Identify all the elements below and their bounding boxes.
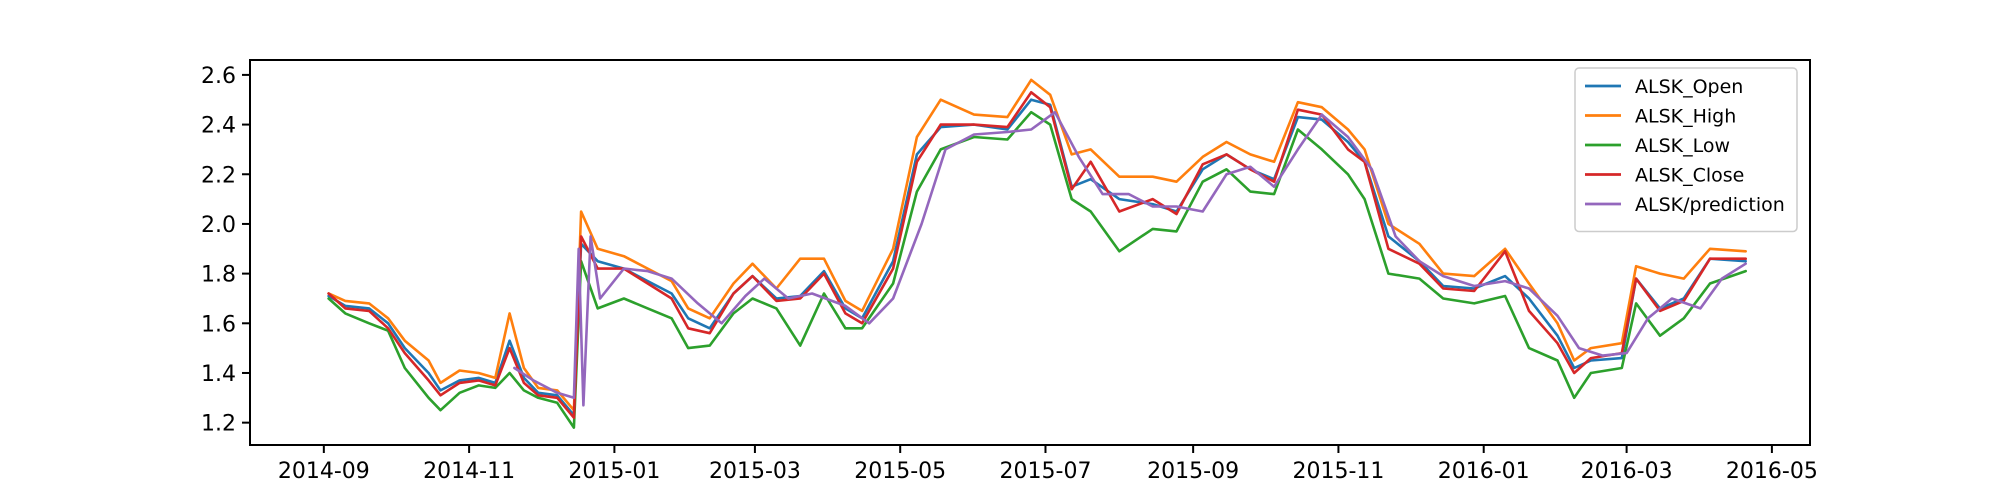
x-tick-label: 2015-03 xyxy=(709,459,801,484)
x-tick-label: 2015-07 xyxy=(1000,459,1092,484)
y-tick-label: 1.8 xyxy=(201,263,236,288)
y-tick-label: 1.6 xyxy=(201,312,236,337)
legend-label: ALSK_Close xyxy=(1635,165,1744,187)
y-tick-label: 2.0 xyxy=(201,213,236,238)
series-line-alsk-prediction xyxy=(513,110,1747,407)
series-line-alsk-low xyxy=(327,110,1747,429)
legend: ALSK_Open ALSK_High ALSK_Low ALSK_Close ALSK… xyxy=(1574,67,1798,233)
legend-label: ALSK/prediction xyxy=(1635,194,1785,216)
x-tick-label: 2016-05 xyxy=(1726,459,1818,484)
x-tick-label: 2014-11 xyxy=(423,459,515,484)
y-tick-label: 2.4 xyxy=(201,114,236,139)
x-tick-label: 2015-01 xyxy=(568,459,660,484)
series-line-alsk-high xyxy=(327,78,1747,412)
y-tick-label: 1.4 xyxy=(201,362,236,387)
x-tick-label: 2016-01 xyxy=(1438,459,1530,484)
x-tick-label: 2016-03 xyxy=(1581,459,1673,484)
plot-frame xyxy=(249,59,1811,446)
legend-box xyxy=(1574,67,1798,233)
series-line-alsk-close xyxy=(327,91,1747,419)
x-tick-label: 2015-09 xyxy=(1147,459,1239,484)
series-line-alsk-open xyxy=(327,98,1747,417)
x-tick-label: 2014-09 xyxy=(278,459,370,484)
x-axis: 2014-09 2014-11 2015-01 2015-03 2015-05 2015-… xyxy=(278,445,1818,484)
legend-label: ALSK_Open xyxy=(1635,76,1743,98)
x-tick-label: 2015-05 xyxy=(854,459,946,484)
y-tick-label: 2.2 xyxy=(201,163,236,188)
y-tick-label: 1.2 xyxy=(201,412,236,437)
series-lines xyxy=(327,78,1747,429)
legend-label: ALSK_High xyxy=(1635,106,1736,128)
x-tick-label: 2015-11 xyxy=(1292,459,1384,484)
y-axis: 1.2 1.4 1.6 1.8 2.0 2.2 2.4 2.6 xyxy=(201,64,250,437)
legend-label: ALSK_Low xyxy=(1635,135,1730,157)
y-tick-label: 2.6 xyxy=(201,64,236,89)
